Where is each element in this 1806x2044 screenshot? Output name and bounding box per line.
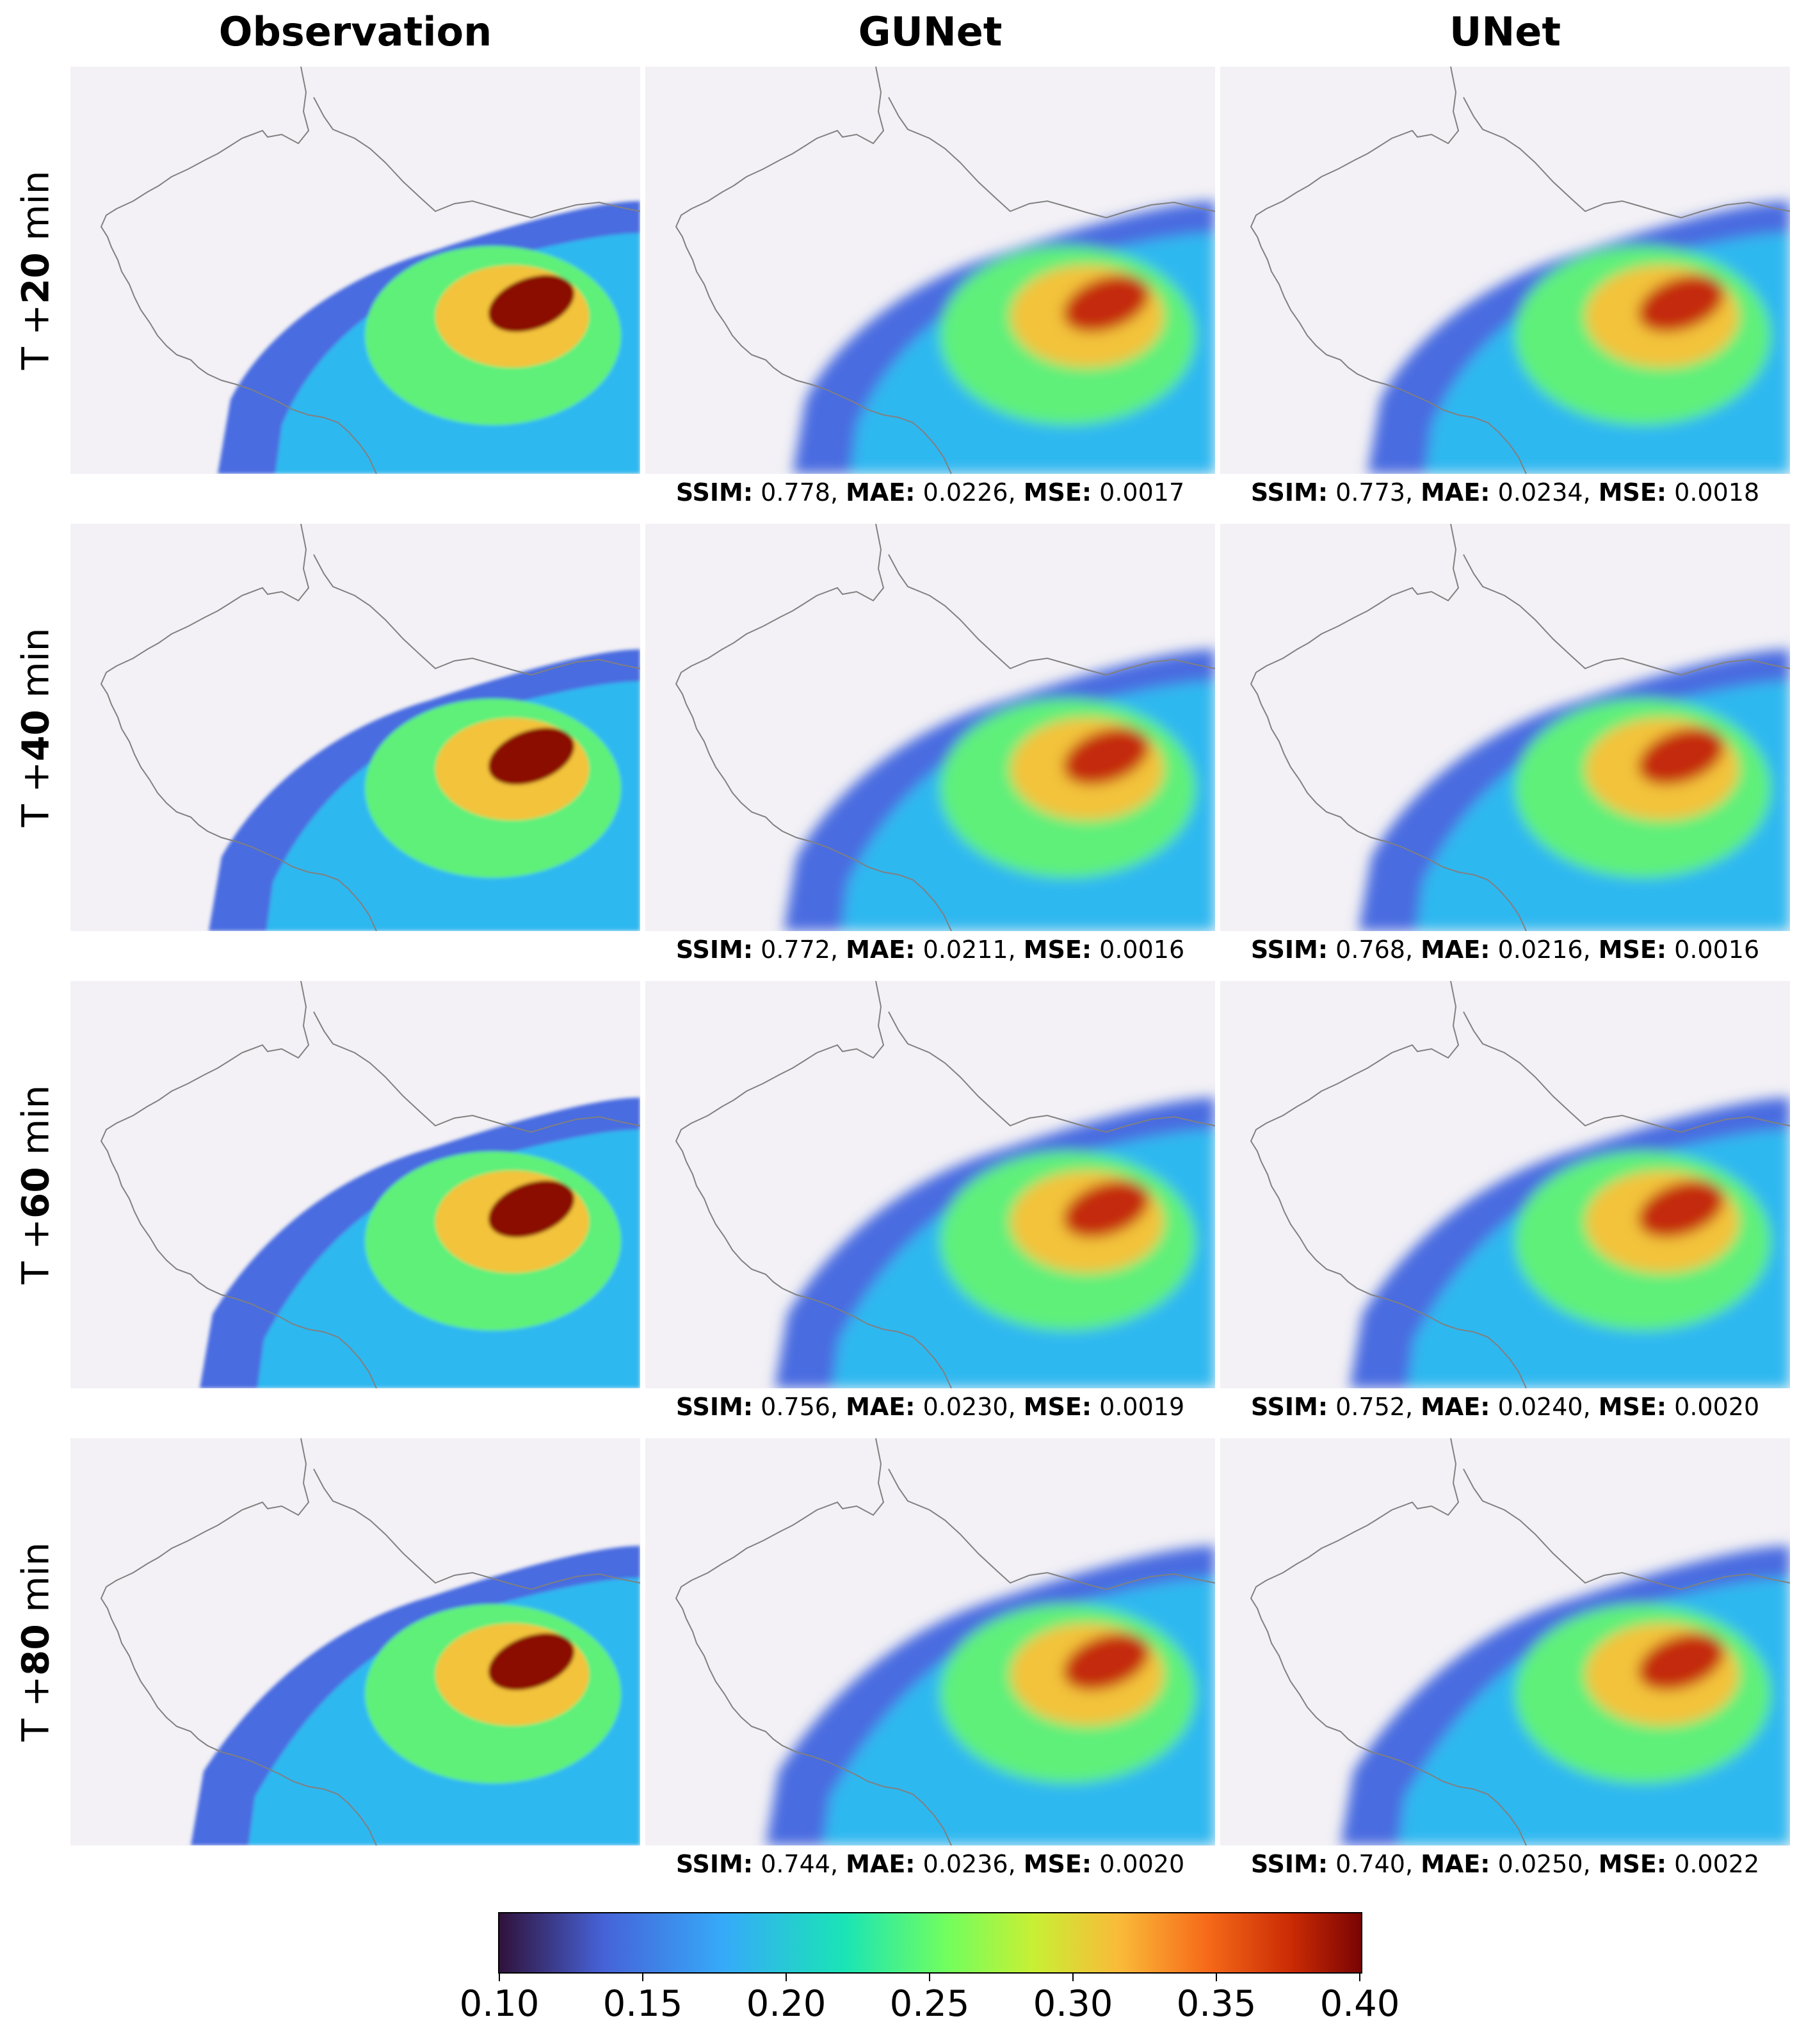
country-border [675,524,1215,931]
colorbar-tick [786,1972,787,1981]
radar-map-observation-80 [70,1438,640,1845]
column-header-unet: UNet [1449,8,1561,55]
precip-core [488,275,575,332]
radar-map-observation-60 [70,981,640,1388]
precip-core [1063,1633,1150,1691]
column-header-observation: Observation [218,8,492,55]
country-border [100,524,640,931]
row-label-60: T +60 min [13,1085,57,1285]
radar-map-observation-40 [70,524,640,931]
colorbar-tick-label: 0.30 [1033,1983,1113,2025]
metrics-gunet-20: SSIM: 0.778, MAE: 0.0226, MSE: 0.0017 [675,478,1185,507]
metrics-unet-40: SSIM: 0.768, MAE: 0.0216, MSE: 0.0016 [1250,936,1760,964]
colorbar-tick-label: 0.20 [746,1983,826,2025]
radar-map-gunet-80 [645,1438,1215,1845]
country-border [1250,1438,1790,1845]
radar-map-gunet-40 [645,524,1215,931]
colorbar-tick [929,1972,930,1981]
precip-core [1063,1180,1150,1238]
precip-core [488,1633,575,1691]
colorbar-tick [1072,1972,1074,1981]
radar-map-gunet-20 [645,67,1215,474]
row-label-20: T +20 min [13,170,57,370]
country-border [675,67,1215,474]
colorbar-tick-label: 0.35 [1176,1983,1257,2025]
colorbar-tick [1216,1972,1217,1981]
precip-core [1063,275,1150,332]
precip-core [1063,727,1150,785]
colorbar-tick [499,1972,500,1981]
radar-map-unet-40 [1220,524,1790,931]
colorbar-tick-label: 0.25 [889,1983,970,2025]
colorbar-tick [1359,1972,1360,1981]
metrics-gunet-80: SSIM: 0.744, MAE: 0.0236, MSE: 0.0020 [675,1850,1185,1878]
column-header-gunet: GUNet [858,8,1003,55]
country-border [1250,524,1790,931]
country-border [100,981,640,1388]
radar-map-observation-20 [70,67,640,474]
country-border [675,981,1215,1388]
country-border [1250,67,1790,474]
radar-map-unet-60 [1220,981,1790,1388]
country-border [1250,981,1790,1388]
country-border [675,1438,1215,1845]
metrics-gunet-40: SSIM: 0.772, MAE: 0.0211, MSE: 0.0016 [675,936,1185,964]
precip-core [1638,1180,1725,1238]
colorbar-tick [642,1972,643,1981]
radar-map-unet-20 [1220,67,1790,474]
colorbar-tick-label: 0.40 [1319,1983,1400,2025]
row-label-40: T +40 min [13,628,57,827]
precip-core [1638,727,1725,785]
metrics-unet-60: SSIM: 0.752, MAE: 0.0240, MSE: 0.0020 [1250,1393,1760,1421]
metrics-unet-80: SSIM: 0.740, MAE: 0.0250, MSE: 0.0022 [1250,1850,1760,1878]
precip-core [488,1180,575,1238]
country-border [100,67,640,474]
country-border [100,1438,640,1845]
row-label-80: T +80 min [13,1542,57,1742]
colorbar [498,1912,1362,1974]
precip-core [1638,275,1725,332]
metrics-gunet-60: SSIM: 0.756, MAE: 0.0230, MSE: 0.0019 [675,1393,1185,1421]
radar-map-unet-80 [1220,1438,1790,1845]
precip-core [488,727,575,785]
colorbar-tick-label: 0.15 [602,1983,683,2025]
colorbar-tick-label: 0.10 [459,1983,540,2025]
metrics-unet-20: SSIM: 0.773, MAE: 0.0234, MSE: 0.0018 [1250,478,1760,507]
precip-core [1638,1633,1725,1691]
radar-map-gunet-60 [645,981,1215,1388]
